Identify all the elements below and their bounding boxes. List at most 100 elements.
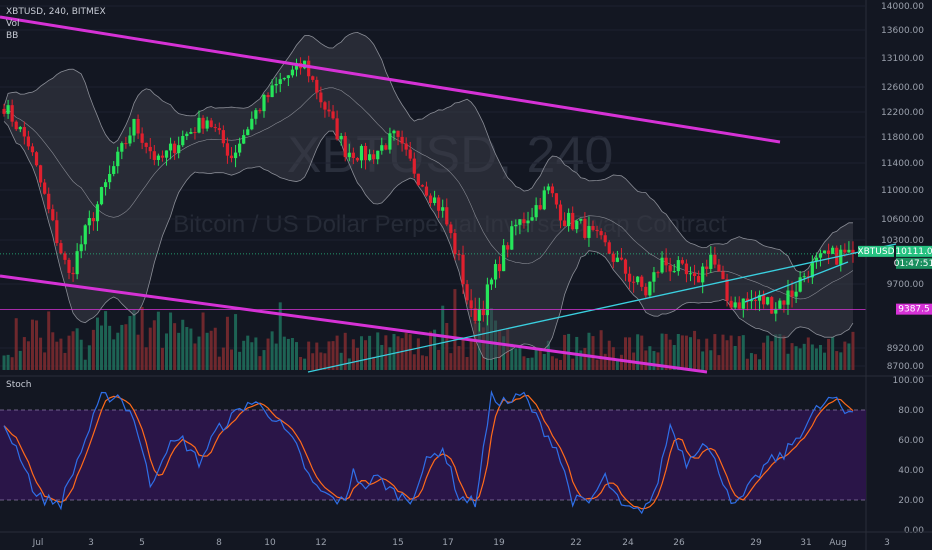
candle-body xyxy=(579,218,583,221)
candle-body xyxy=(453,233,457,255)
candle xyxy=(254,108,258,125)
band-upper xyxy=(3,31,853,273)
candle xyxy=(518,219,522,235)
symbol-legend[interactable]: XBTUSD, 240, BITMEX xyxy=(6,7,106,17)
candle-body xyxy=(465,284,469,301)
volume-bar xyxy=(286,338,290,370)
volume-bar xyxy=(2,355,6,370)
volume-bar xyxy=(79,339,83,370)
candle xyxy=(648,281,652,298)
candle xyxy=(607,240,611,254)
candle xyxy=(766,296,770,306)
volume-bar xyxy=(39,337,43,370)
candle-body xyxy=(266,94,270,98)
candle-body xyxy=(766,297,770,305)
candle xyxy=(713,246,717,269)
volume-bar xyxy=(420,355,424,370)
candle-body xyxy=(778,300,782,309)
candle-body xyxy=(745,298,749,302)
candle-body xyxy=(315,79,319,93)
last-price-badge: 10111.0 xyxy=(895,245,932,257)
candle xyxy=(497,256,502,279)
candle-body xyxy=(63,253,67,260)
candle xyxy=(611,251,615,269)
volume-bar xyxy=(794,346,798,370)
volume-bar xyxy=(380,344,384,370)
price-tick-label: 12600.00 xyxy=(881,83,924,93)
candle xyxy=(701,263,705,294)
candle xyxy=(233,144,238,168)
volume-bar xyxy=(701,351,705,370)
volume-bar xyxy=(522,356,526,370)
time-tick-label: 8 xyxy=(216,538,222,548)
candle-body xyxy=(363,145,368,161)
volume-bar xyxy=(30,319,34,370)
candle-body xyxy=(591,226,595,230)
volume-bar xyxy=(209,330,213,370)
candle xyxy=(729,296,733,310)
candle xyxy=(148,137,152,159)
candle xyxy=(116,146,120,174)
volume-bar xyxy=(43,352,47,370)
candle xyxy=(774,302,778,322)
bb-legend[interactable]: BB xyxy=(6,31,19,41)
candle xyxy=(59,239,63,255)
candle-body xyxy=(762,294,766,305)
volume-bar xyxy=(258,356,262,370)
volume-bar xyxy=(424,356,428,370)
candle-body xyxy=(262,94,266,112)
candle-body xyxy=(91,218,95,222)
volume-bar xyxy=(144,347,148,370)
candle-body xyxy=(437,197,441,211)
volume-bar xyxy=(63,352,67,370)
volume-bar xyxy=(827,338,831,370)
volume-bar xyxy=(95,317,99,370)
candle xyxy=(473,297,477,324)
candle-body xyxy=(47,193,51,210)
candle-body xyxy=(510,226,514,250)
candle-body xyxy=(319,92,323,103)
volume-bar xyxy=(599,330,603,370)
candle xyxy=(136,114,140,139)
stoch-legend[interactable]: Stoch xyxy=(6,380,32,390)
candle-body xyxy=(278,79,282,84)
candle-body xyxy=(368,154,372,161)
candle xyxy=(684,259,689,283)
candle xyxy=(270,79,274,98)
channel-lower-line xyxy=(0,274,708,374)
volume-bar xyxy=(717,355,721,370)
time-axis[interactable]: Jul 3 5 8 10 12 15 17 19 22 24 26 29 31 Aug 3 xyxy=(0,531,932,548)
candle xyxy=(445,198,449,227)
volume-bar xyxy=(364,340,368,370)
candle-body xyxy=(709,254,713,269)
volume-bar xyxy=(721,334,725,370)
volume-bar xyxy=(384,335,388,370)
candle-body xyxy=(457,254,461,256)
volume-bar xyxy=(355,347,359,370)
candle-body xyxy=(461,254,465,285)
candle-body xyxy=(441,207,445,211)
volume-bar xyxy=(339,352,343,370)
stoch-tick-label: 100.00 xyxy=(893,376,925,386)
volume-bar xyxy=(18,350,22,370)
candle xyxy=(542,186,546,211)
vol-legend[interactable]: Vol xyxy=(6,19,20,29)
candle-body xyxy=(668,265,672,272)
stoch-d-line xyxy=(3,394,854,510)
candle xyxy=(238,137,242,157)
candle xyxy=(400,130,404,152)
candle-body xyxy=(660,257,664,273)
last-price-badge-bg xyxy=(896,245,932,257)
candle xyxy=(627,266,632,290)
volume-bar xyxy=(835,351,839,370)
volume-bars xyxy=(2,289,855,370)
volume-bar xyxy=(510,343,514,370)
candle-body xyxy=(384,145,388,150)
candle xyxy=(753,291,758,311)
stoch-legend-wrap: Stoch xyxy=(6,379,31,391)
volume-bar xyxy=(534,349,538,370)
time-tick-label: 19 xyxy=(493,538,505,548)
candle xyxy=(282,77,286,81)
candle xyxy=(802,272,806,283)
